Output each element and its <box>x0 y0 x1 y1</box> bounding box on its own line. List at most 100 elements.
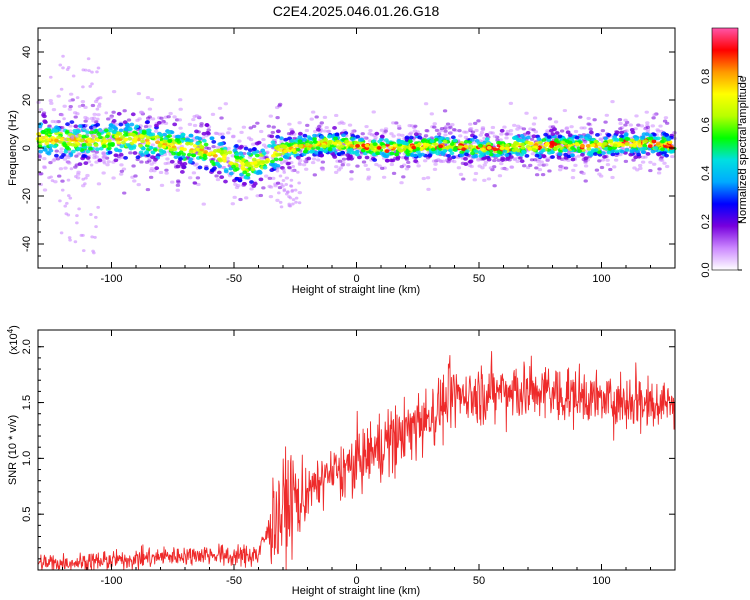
spectrogram-point <box>312 173 318 177</box>
spectrogram-point <box>232 148 238 153</box>
spectrogram-point <box>471 154 477 159</box>
spectrogram-point <box>194 114 200 118</box>
spectrogram-point <box>641 132 647 137</box>
spectrogram-point <box>145 141 151 146</box>
spectrogram-point <box>504 153 510 158</box>
spectrogram-point <box>90 103 96 108</box>
spectrogram-point <box>335 145 341 149</box>
spectrogram-point <box>326 129 331 134</box>
spectrogram-point <box>65 122 70 127</box>
spectrogram-point <box>66 194 71 198</box>
spectrogram-point <box>573 129 579 134</box>
spectrogram-point <box>195 141 201 146</box>
spectrogram-point <box>285 161 291 166</box>
spectrogram-point <box>580 143 585 148</box>
spectrogram-point <box>286 190 290 194</box>
spectrogram-point <box>283 149 289 154</box>
spectrogram-point <box>227 127 232 131</box>
spectrogram-point <box>148 132 153 137</box>
spectrogram-point <box>188 149 194 154</box>
spectrogram-point <box>450 135 456 140</box>
spectrogram-point <box>148 175 154 179</box>
spectrogram-point <box>250 167 256 172</box>
spectrogram-point <box>228 161 234 165</box>
spectrogram-point <box>177 118 183 122</box>
spectrogram-point <box>642 146 647 151</box>
spectrogram-point <box>404 141 409 146</box>
spectrogram-point <box>655 136 661 141</box>
spectrogram-point <box>270 130 276 135</box>
spectrogram-point <box>404 167 410 171</box>
spectrogram-point <box>46 137 52 142</box>
spectrogram-point <box>92 116 97 120</box>
spectrogram-point <box>295 155 301 160</box>
spectrogram-point <box>226 131 231 135</box>
spectrogram-point <box>660 147 665 152</box>
spectrogram-point <box>614 130 620 135</box>
spectrogram-point <box>546 157 551 161</box>
spectrogram-point <box>291 198 296 202</box>
spectrogram-point <box>39 172 44 176</box>
spectrogram-point <box>255 121 260 125</box>
spectrogram-point <box>116 111 122 116</box>
spectrogram-point <box>429 112 434 116</box>
spectrogram-point <box>75 221 79 225</box>
spectrogram-point <box>128 151 133 155</box>
spectrogram-point <box>139 160 144 164</box>
spectrogram-point <box>371 110 376 114</box>
spectrogram-point <box>101 171 106 175</box>
spectrogram-point <box>323 149 329 154</box>
spectrogram-point <box>188 133 194 138</box>
spectrogram-point <box>215 177 221 182</box>
spectrogram-point <box>640 160 646 164</box>
spectrogram-point <box>106 146 112 151</box>
spectrogram-point <box>582 141 588 145</box>
spectrogram-point <box>251 147 257 151</box>
spectrogram-y-axis-label: Frequency (Hz) <box>7 110 19 186</box>
spectrogram-point <box>500 158 505 162</box>
spectrogram-point <box>341 157 347 161</box>
spectrogram-point <box>445 122 451 126</box>
spectrogram-point <box>588 127 593 131</box>
spectrogram-point <box>656 129 661 133</box>
spectrogram-point <box>129 122 135 127</box>
spectrogram-point <box>340 150 346 155</box>
spectrogram-point <box>390 158 396 163</box>
spectrogram-point <box>532 158 538 162</box>
spectrogram-point <box>132 179 137 183</box>
spectrogram-point <box>504 136 509 140</box>
spectrogram-point <box>430 147 436 152</box>
spectrogram-point <box>624 129 629 133</box>
spectrogram-point <box>602 155 607 159</box>
spectrogram-point <box>252 160 258 165</box>
spectrogram-point <box>499 146 505 150</box>
spectrogram-point <box>398 140 404 144</box>
spectrogram-point <box>636 152 642 157</box>
spectrogram-point <box>134 124 140 129</box>
spectrogram-point <box>511 148 517 153</box>
spectrogram-point <box>612 165 617 169</box>
colorbar-tick-label: 0.8 <box>700 69 712 84</box>
spectrogram-point <box>308 141 314 145</box>
spectrogram-point <box>384 158 390 163</box>
spectrogram-point <box>476 157 481 161</box>
spectrogram-point <box>197 165 203 170</box>
spectrogram-point <box>535 159 541 163</box>
spectrogram-point <box>599 165 605 170</box>
spectrogram-point <box>623 118 628 122</box>
spectrogram-point <box>634 137 639 142</box>
spectrogram-point <box>528 163 533 167</box>
spectrogram-point <box>486 157 492 162</box>
spectrogram-point <box>115 131 121 136</box>
spectrogram-point <box>96 113 101 117</box>
spectrogram-point <box>169 159 175 164</box>
spectrogram-point <box>48 99 53 103</box>
spectrogram-point <box>562 108 568 113</box>
spectrogram-point <box>76 172 81 176</box>
spectrogram-point <box>389 151 395 156</box>
spectrogram-point <box>563 166 569 170</box>
spectrogram-point <box>377 164 382 168</box>
spectrogram-point <box>279 205 284 209</box>
spectrogram-point <box>176 152 182 156</box>
spectrogram-point <box>569 125 574 129</box>
